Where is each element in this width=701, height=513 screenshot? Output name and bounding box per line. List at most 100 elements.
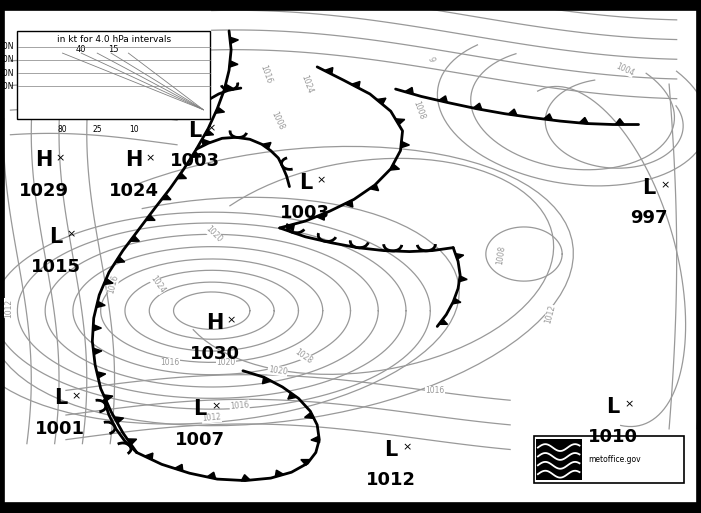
Polygon shape <box>224 84 233 90</box>
Polygon shape <box>230 37 238 44</box>
Text: metoffice.gov: metoffice.gov <box>589 455 641 464</box>
Polygon shape <box>96 301 105 308</box>
Text: 1003: 1003 <box>280 204 330 222</box>
Polygon shape <box>177 173 186 179</box>
Polygon shape <box>115 256 125 263</box>
Text: 1020: 1020 <box>268 365 288 377</box>
Text: 1030: 1030 <box>190 345 240 363</box>
Polygon shape <box>579 117 588 124</box>
Polygon shape <box>262 143 271 149</box>
Polygon shape <box>104 279 113 285</box>
Polygon shape <box>369 184 379 191</box>
Text: L: L <box>642 177 655 198</box>
Text: 1020: 1020 <box>204 224 224 244</box>
Polygon shape <box>344 201 353 207</box>
Text: H: H <box>207 313 224 333</box>
Polygon shape <box>508 109 517 115</box>
Text: H: H <box>125 150 143 170</box>
Polygon shape <box>455 253 464 259</box>
Polygon shape <box>161 194 171 200</box>
Polygon shape <box>615 119 625 125</box>
Text: in kt for 4.0 hPa intervals: in kt for 4.0 hPa intervals <box>57 35 171 44</box>
Polygon shape <box>404 87 413 94</box>
Polygon shape <box>459 276 467 282</box>
Polygon shape <box>473 103 482 110</box>
Polygon shape <box>395 119 404 125</box>
Polygon shape <box>204 130 214 135</box>
Polygon shape <box>93 325 102 331</box>
Text: ×: × <box>660 180 669 190</box>
Text: 1008: 1008 <box>411 99 426 121</box>
Polygon shape <box>288 392 297 399</box>
Polygon shape <box>114 417 123 423</box>
Polygon shape <box>207 472 216 479</box>
Text: L: L <box>193 399 207 419</box>
Text: ×: × <box>72 391 81 401</box>
Polygon shape <box>376 98 386 105</box>
Text: 1012: 1012 <box>543 304 557 325</box>
Text: 1012: 1012 <box>202 413 222 423</box>
Polygon shape <box>304 412 314 419</box>
Text: 1024: 1024 <box>299 73 314 95</box>
Text: ×: × <box>624 399 634 409</box>
Text: L: L <box>54 388 67 408</box>
Text: 40: 40 <box>76 45 86 54</box>
Text: 1016: 1016 <box>151 78 168 100</box>
Polygon shape <box>127 439 137 445</box>
Polygon shape <box>316 213 325 220</box>
Polygon shape <box>390 164 400 170</box>
Text: ×: × <box>55 153 64 163</box>
Polygon shape <box>202 139 210 146</box>
Polygon shape <box>351 82 360 88</box>
Text: ×: × <box>402 442 411 452</box>
Text: 1004: 1004 <box>614 61 635 77</box>
Polygon shape <box>144 453 153 460</box>
Text: 10: 10 <box>129 125 139 133</box>
Polygon shape <box>311 436 320 443</box>
Text: 1008: 1008 <box>496 245 507 266</box>
FancyBboxPatch shape <box>536 439 582 480</box>
Polygon shape <box>452 298 461 304</box>
Polygon shape <box>191 151 200 157</box>
Polygon shape <box>175 464 183 471</box>
Text: 50N: 50N <box>0 69 14 77</box>
Text: 1024: 1024 <box>149 273 167 294</box>
Polygon shape <box>97 371 106 378</box>
Text: 80: 80 <box>57 125 67 133</box>
Text: 1029: 1029 <box>19 182 69 200</box>
Text: 1012: 1012 <box>5 299 13 318</box>
Polygon shape <box>325 68 333 74</box>
Polygon shape <box>229 61 238 67</box>
Polygon shape <box>275 470 284 477</box>
Text: 1008: 1008 <box>269 110 286 132</box>
Polygon shape <box>93 348 102 354</box>
Text: L: L <box>606 397 620 417</box>
Text: 9: 9 <box>426 56 435 63</box>
Text: 25: 25 <box>93 125 102 133</box>
Text: 1020: 1020 <box>216 358 236 367</box>
Text: 1016: 1016 <box>161 358 179 367</box>
Text: ×: × <box>317 175 326 185</box>
Text: 1012: 1012 <box>366 471 416 489</box>
Polygon shape <box>146 215 155 221</box>
Text: 1016: 1016 <box>258 64 273 85</box>
Text: 1015: 1015 <box>31 259 81 277</box>
Text: L: L <box>384 440 397 460</box>
Polygon shape <box>286 224 294 231</box>
Text: L: L <box>189 121 202 141</box>
Text: 15: 15 <box>108 45 118 54</box>
Text: 1016: 1016 <box>145 83 161 105</box>
Text: L: L <box>49 227 62 247</box>
Text: 1028: 1028 <box>293 347 314 365</box>
Polygon shape <box>401 142 409 148</box>
Text: 1001: 1001 <box>36 420 86 438</box>
Text: 40N: 40N <box>0 82 14 91</box>
Text: 1024: 1024 <box>109 182 159 200</box>
Polygon shape <box>262 377 271 384</box>
Text: 1016: 1016 <box>229 400 250 410</box>
Text: ×: × <box>226 315 236 326</box>
Text: 1003: 1003 <box>170 152 220 170</box>
Polygon shape <box>215 107 224 113</box>
Text: L: L <box>299 173 312 192</box>
Text: 70N: 70N <box>0 42 14 51</box>
